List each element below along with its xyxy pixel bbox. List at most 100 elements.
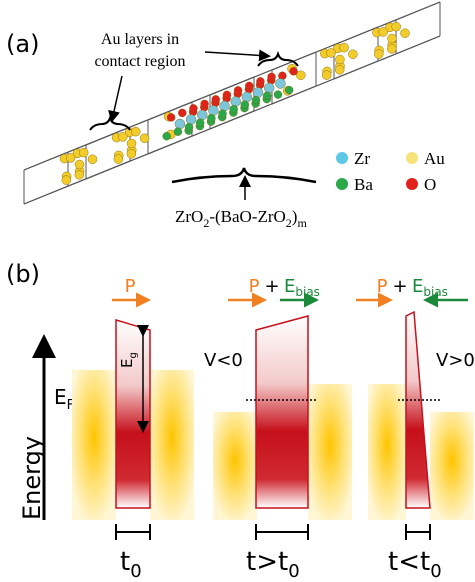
legend: Zr Au Ba O xyxy=(336,149,445,194)
brace xyxy=(90,118,130,130)
legend-swatch xyxy=(336,178,348,190)
symbol: t<t xyxy=(388,547,430,577)
atom xyxy=(207,114,215,122)
atom xyxy=(196,119,204,127)
symbol: E xyxy=(118,359,136,368)
atom xyxy=(174,128,182,136)
arrow xyxy=(205,52,268,56)
legend-swatch xyxy=(336,152,348,164)
atom xyxy=(185,123,193,131)
atom xyxy=(230,105,238,113)
atom xyxy=(245,82,253,90)
annotation: contact region xyxy=(94,53,185,70)
thickness-bar xyxy=(116,524,150,540)
atom xyxy=(178,109,186,117)
thickness-label: t<t0 xyxy=(388,547,442,582)
field-label: Ebias xyxy=(412,276,448,299)
barrier xyxy=(406,312,430,508)
fermi-label: EF xyxy=(54,385,74,413)
atom xyxy=(241,101,249,109)
atom xyxy=(186,115,196,125)
electrode xyxy=(72,370,116,520)
panel-label: (b) xyxy=(6,260,40,288)
legend-label: O xyxy=(424,175,436,194)
barrier xyxy=(256,316,308,508)
atom xyxy=(114,155,123,164)
atom xyxy=(285,86,293,94)
atom xyxy=(66,153,75,162)
atom xyxy=(253,88,263,98)
atom xyxy=(75,170,84,179)
atom xyxy=(400,29,409,38)
atom xyxy=(75,160,84,169)
atom xyxy=(62,176,71,185)
atom xyxy=(263,92,271,100)
atom xyxy=(256,77,264,85)
figure: (a) Au layers in contact region ZrO2-(Ba… xyxy=(0,0,475,582)
crystal-structure xyxy=(24,2,440,204)
legend-label: Au xyxy=(424,149,445,168)
atom xyxy=(175,119,185,129)
subscript: bias xyxy=(295,285,320,299)
electrode xyxy=(213,412,257,520)
formula: ZrO2-(BaO-ZrO2)m xyxy=(175,207,307,230)
atom xyxy=(392,22,401,31)
brace xyxy=(172,168,316,182)
subscript: g xyxy=(128,352,139,358)
atom xyxy=(140,134,149,143)
barrier xyxy=(116,320,150,508)
voltage-label: V<0 xyxy=(204,350,243,371)
formula-sub: m xyxy=(297,216,307,230)
axis-label: Energy xyxy=(18,436,46,520)
atom xyxy=(275,79,285,89)
legend-label: Ba xyxy=(354,175,373,194)
atom xyxy=(335,55,344,64)
atom xyxy=(335,65,344,74)
atom xyxy=(234,86,242,94)
plus: + xyxy=(392,276,407,297)
voltage-label: V>0 xyxy=(436,350,475,371)
polarization-label: P xyxy=(377,276,388,297)
atom xyxy=(231,97,241,107)
atom xyxy=(201,100,209,108)
electrode xyxy=(308,384,352,520)
atom xyxy=(219,110,227,118)
legend-swatch xyxy=(406,152,418,164)
atom xyxy=(387,44,396,53)
box-edge xyxy=(24,20,396,170)
atom xyxy=(118,132,127,141)
formula-part: ZrO xyxy=(175,207,203,226)
subscript: 0 xyxy=(430,561,441,582)
thickness-label: t>t0 xyxy=(246,547,300,582)
subscript: 0 xyxy=(130,561,141,582)
symbol: t>t xyxy=(246,547,288,577)
atom xyxy=(387,34,396,43)
atom xyxy=(252,96,260,104)
atom xyxy=(163,132,171,140)
arrow xyxy=(112,76,122,120)
annotation: Au layers in xyxy=(101,31,179,48)
atom xyxy=(197,110,207,120)
formula-part: -(BaO-ZrO xyxy=(209,207,285,226)
electrode xyxy=(430,412,474,520)
atom xyxy=(220,101,230,111)
polarization-label: P xyxy=(125,276,136,297)
atom xyxy=(127,149,136,158)
atom xyxy=(212,95,220,103)
atom xyxy=(208,106,218,116)
subscript: bias xyxy=(423,285,448,299)
atom xyxy=(327,48,336,57)
subscript: 0 xyxy=(288,561,299,582)
atom xyxy=(242,92,252,102)
thickness-bar xyxy=(256,524,308,540)
atom xyxy=(290,67,298,75)
atom xyxy=(340,43,349,52)
panel-label: (a) xyxy=(6,30,39,58)
atom xyxy=(223,91,231,99)
symbol: E xyxy=(54,385,67,409)
atom xyxy=(322,71,331,80)
polarization-label: P xyxy=(249,276,260,297)
atom xyxy=(88,155,97,164)
symbol: E xyxy=(284,276,295,297)
atom xyxy=(264,83,274,93)
